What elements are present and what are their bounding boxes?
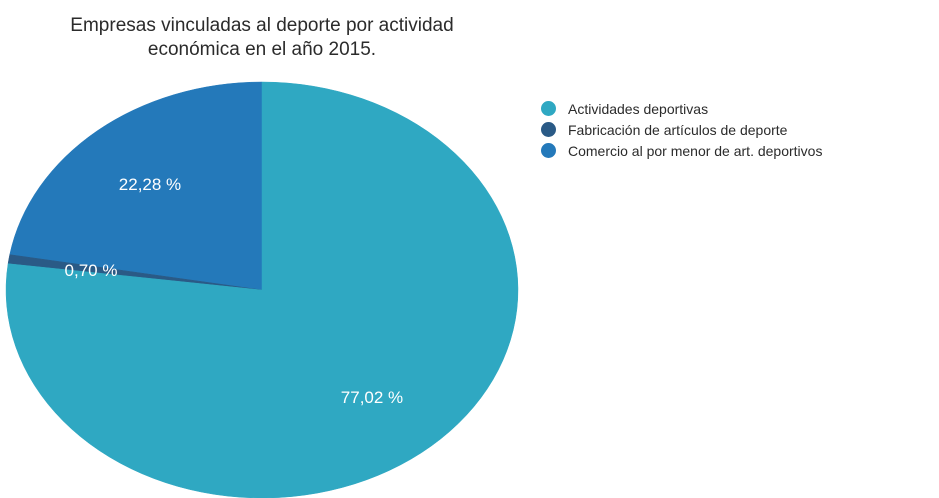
chart-title-line-2: económica en el año 2015. (147, 39, 377, 60)
pie-label-comercio-art-deportivos: 22,28 % (119, 175, 181, 194)
legend-item-comercio-art-deportivos: Comercio al por menor de art. deportivos (541, 140, 822, 161)
pie-slice-comercio-art-deportivos (9, 81, 263, 291)
pie-label-fabricacion-articulos-deporte: 0,70 % (65, 261, 118, 280)
chart-title-line-1: Empresas vinculadas al deporte por activ… (70, 15, 454, 36)
legend-swatch-actividades-deportivas (541, 101, 556, 116)
legend-swatch-comercio-art-deportivos (541, 143, 556, 158)
legend-label-comercio-art-deportivos: Comercio al por menor de art. deportivos (568, 142, 823, 159)
pie-label-actividades-deportivas: 77,02 % (341, 388, 403, 407)
legend-item-actividades-deportivas: Actividades deportivas (541, 98, 822, 119)
legend-label-fabricacion-articulos-deporte: Fabricación de artículos de deporte (568, 121, 788, 138)
chart-title: Empresas vinculadas al deporte por activ… (0, 14, 524, 62)
legend-label-actividades-deportivas: Actividades deportivas (568, 100, 709, 117)
legend-swatch-fabricacion-articulos-deporte (541, 122, 556, 137)
chart-legend: Actividades deportivas Fabricación de ar… (541, 98, 822, 161)
legend-item-fabricacion-articulos-deporte: Fabricación de artículos de deporte (541, 119, 822, 140)
pie-slice-actividades-deportivas (5, 81, 519, 498)
